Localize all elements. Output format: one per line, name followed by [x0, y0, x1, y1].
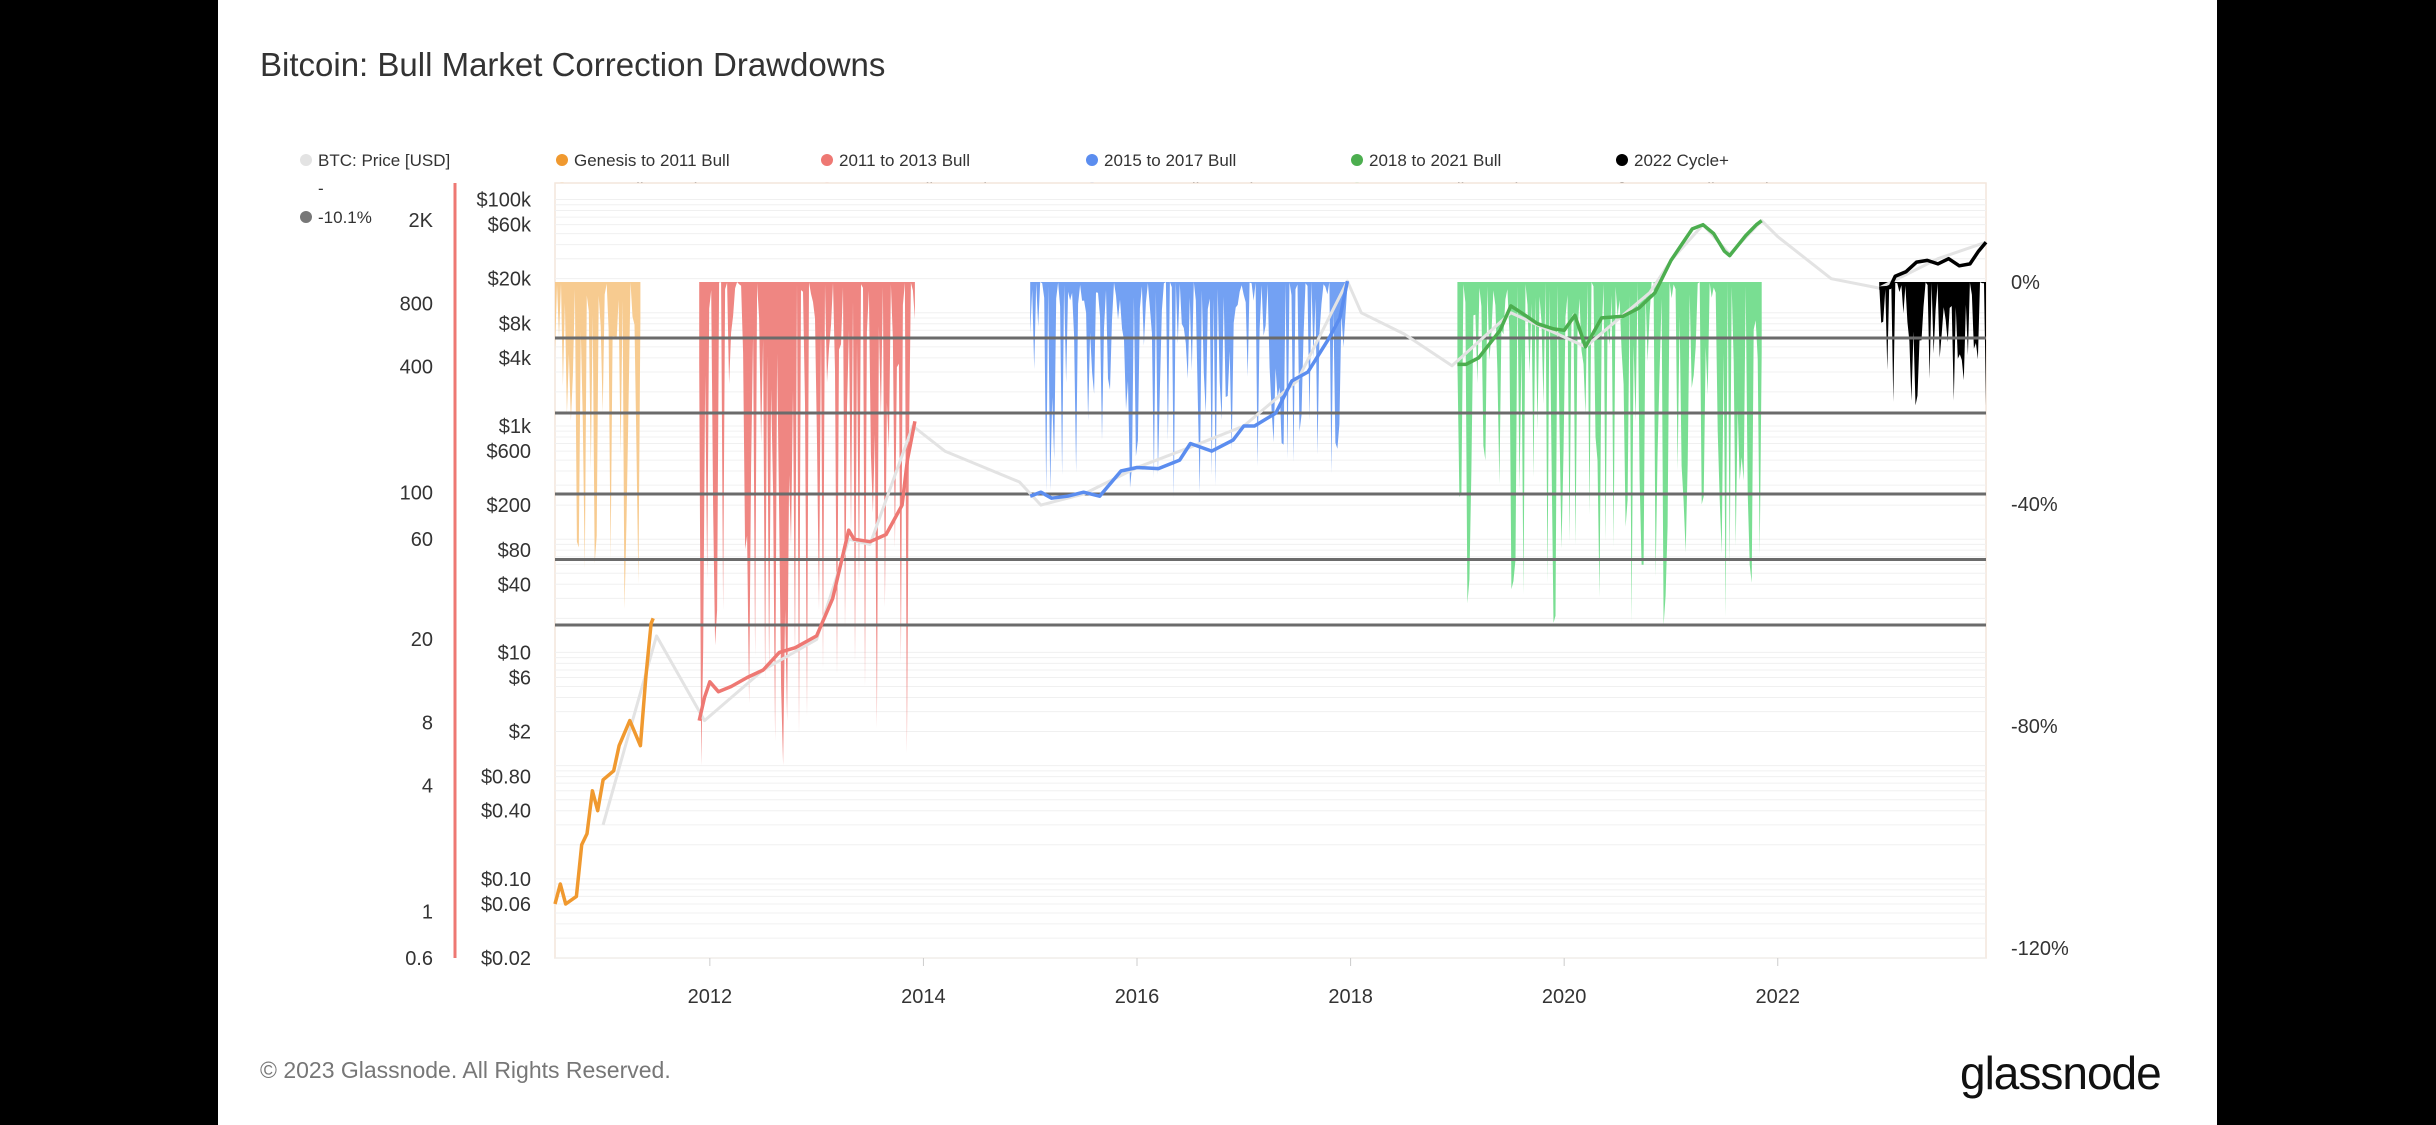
legend-label: -10.1%	[318, 208, 372, 227]
legend-swatch	[300, 211, 312, 223]
price-tick-label: $0.02	[481, 948, 531, 970]
chart-axes: $100k $60k $20k $8k $4k $1k $600 $200 $80 $40 $10 $…	[400, 183, 2069, 1008]
drawdown-band	[1879, 282, 1986, 406]
legend-swatch	[300, 154, 312, 166]
price-tick-label: $0.10	[481, 869, 531, 891]
legend-label: 2022 Cycle+	[1634, 151, 1729, 170]
multiple-tick-label: 100	[400, 482, 433, 504]
series-line	[697, 420, 917, 721]
price-tick-label: $1k	[499, 416, 532, 438]
price-tick-label: $100k	[477, 190, 532, 212]
multiple-tick-label: 400	[400, 356, 433, 378]
legend-label: 2018 to 2021 Bull	[1369, 151, 1501, 170]
legend-label: Genesis to 2011 Bull	[574, 151, 730, 170]
legend-label: 2011 to 2013 Bull	[839, 151, 970, 170]
multiple-tick-label: 2K	[409, 210, 434, 232]
price-tick-label: $60k	[488, 215, 532, 237]
multiple-tick-label: 0.6	[405, 948, 433, 970]
legend-swatch	[556, 154, 568, 166]
price-tick-label: $6	[509, 668, 531, 690]
drawdown-tick-label: -80%	[2011, 716, 2058, 738]
x-tick-label: 2014	[901, 986, 946, 1008]
drawdown-band	[1030, 282, 1348, 498]
legend-label: -	[318, 179, 324, 198]
x-tick-label: 2012	[688, 986, 733, 1008]
brand-logo: glassnode	[1960, 1047, 2162, 1099]
price-tick-label: $0.40	[481, 801, 531, 823]
multiple-tick-label: 1	[422, 902, 433, 924]
price-tick-label: $0.80	[481, 767, 531, 789]
drawdown-bands	[555, 282, 1986, 766]
legend-swatch	[1616, 154, 1628, 166]
drawdown-band	[1457, 282, 1762, 626]
reference-level-lines	[555, 336, 1986, 627]
chart-card: Bitcoin: Bull Market Correction Drawdown…	[218, 0, 2217, 1125]
drawdown-tick-label: 0%	[2011, 272, 2040, 294]
legend-swatch	[821, 154, 833, 166]
series-line	[553, 617, 655, 906]
x-tick-label: 2020	[1542, 986, 1587, 1008]
drawdown-band	[555, 282, 641, 609]
x-tick-label: 2022	[1756, 986, 1801, 1008]
series-line	[1457, 219, 1763, 367]
price-tick-label: $10	[498, 642, 531, 664]
legend-label: 2015 to 2017 Bull	[1104, 151, 1236, 170]
price-tick-label: $0.06	[481, 894, 531, 916]
series-line	[1879, 241, 1988, 290]
copyright-text: © 2023 Glassnode. All Rights Reserved.	[260, 1057, 671, 1083]
legend-label: BTC: Price [USD]	[318, 151, 450, 170]
legend-swatch	[1086, 154, 1098, 166]
multiple-tick-label: 800	[400, 293, 433, 315]
drawdown-tick-label: -120%	[2011, 938, 2069, 960]
page-title: Bitcoin: Bull Market Correction Drawdown…	[260, 46, 886, 83]
price-tick-label: $8k	[499, 314, 532, 336]
x-tick-label: 2018	[1328, 986, 1373, 1008]
multiple-tick-label: 8	[422, 712, 433, 734]
multiple-tick-label: 4	[422, 775, 433, 797]
price-tick-label: $40	[498, 574, 531, 596]
price-tick-label: $2	[509, 722, 531, 744]
price-tick-label: $4k	[499, 348, 532, 370]
multiple-tick-label: 20	[411, 629, 433, 651]
legend-swatch	[1351, 154, 1363, 166]
price-tick-label: $600	[487, 441, 532, 463]
price-tick-label: $80	[498, 540, 531, 562]
price-tick-label: $200	[487, 495, 532, 517]
series-line	[1029, 280, 1350, 500]
multiple-tick-label: 60	[411, 529, 433, 551]
drawdown-chart: BTC: Price [USD] Genesis to 2011 Bull 2011…	[300, 151, 2069, 1008]
x-tick-label: 2016	[1115, 986, 1160, 1008]
drawdown-band	[699, 282, 915, 766]
drawdown-tick-label: -40%	[2011, 494, 2058, 516]
price-series	[553, 219, 1988, 906]
price-tick-label: $20k	[488, 269, 532, 291]
